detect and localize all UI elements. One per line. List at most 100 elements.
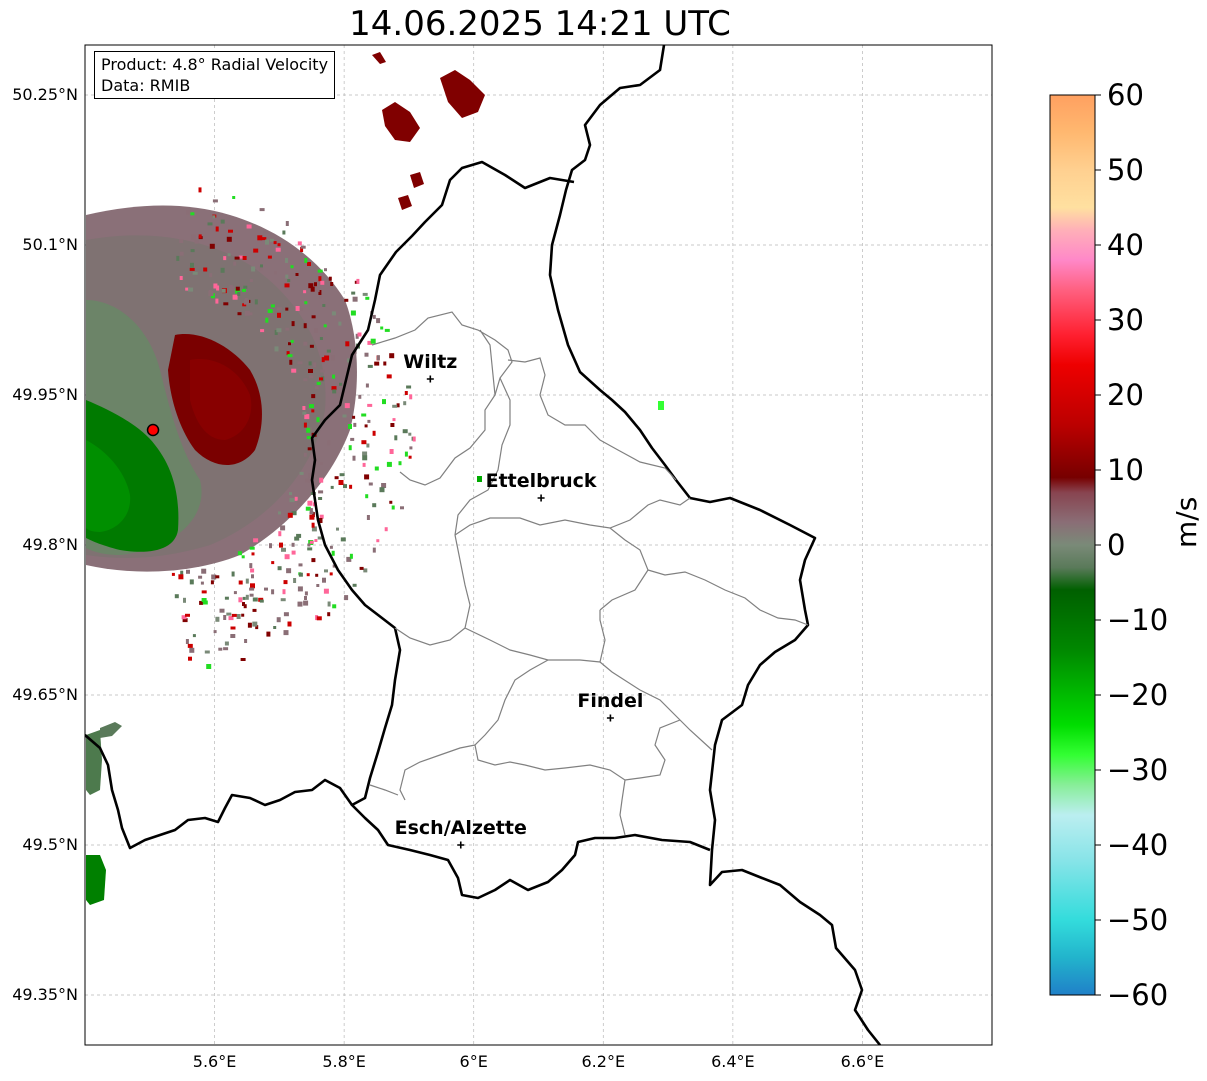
echo-speckle bbox=[361, 413, 367, 417]
echo-speckle bbox=[311, 512, 315, 518]
echo-speckle bbox=[379, 487, 385, 493]
echo-speckle bbox=[287, 354, 293, 358]
echo-speckle bbox=[366, 443, 370, 448]
echo-cluster-ne-4 bbox=[410, 172, 424, 188]
echo-speckle bbox=[199, 600, 204, 605]
echo-speckle bbox=[228, 616, 234, 621]
echo-speckle bbox=[372, 503, 377, 508]
echo-speckle bbox=[285, 274, 289, 279]
echo-speckle bbox=[311, 522, 315, 528]
echo-speckle bbox=[208, 291, 214, 296]
echo-speckle bbox=[320, 369, 326, 373]
echo-speckle bbox=[307, 543, 311, 547]
echo-speckle bbox=[270, 304, 275, 308]
echo-speckle bbox=[303, 452, 307, 457]
echo-speckle bbox=[344, 403, 350, 409]
echo-speckle bbox=[229, 284, 233, 288]
echo-speckle bbox=[288, 342, 291, 346]
echo-speckle bbox=[372, 547, 376, 553]
echo-speckle bbox=[269, 543, 272, 549]
echo-speckle bbox=[200, 581, 204, 585]
echo-speckle bbox=[376, 539, 380, 543]
echo-speckle bbox=[249, 593, 254, 597]
echo-speckle bbox=[215, 226, 219, 232]
echo-speckle bbox=[304, 591, 308, 596]
echo-speckle bbox=[189, 579, 194, 585]
echo-speckle bbox=[259, 208, 265, 212]
echo-speckle bbox=[251, 574, 254, 579]
echo-speckle bbox=[323, 588, 329, 594]
colorbar-tick-label: 10 bbox=[1107, 453, 1144, 487]
echo-speckle bbox=[382, 399, 386, 405]
echo-speckle bbox=[311, 526, 317, 532]
echo-sw-3 bbox=[100, 722, 122, 738]
echo-speckle bbox=[282, 589, 286, 595]
echo-speckle bbox=[309, 375, 314, 379]
echo-speckle bbox=[307, 479, 311, 483]
echo-speckle bbox=[376, 318, 381, 324]
echo-speckle bbox=[320, 280, 325, 285]
echo-speckle bbox=[317, 269, 323, 273]
echo-speckle bbox=[289, 492, 292, 496]
echo-cluster-ne-3 bbox=[372, 52, 386, 64]
echo-speckle bbox=[332, 389, 337, 394]
echo-speckle bbox=[249, 546, 255, 550]
echo-speckle bbox=[277, 566, 282, 571]
echo-speckle bbox=[365, 494, 369, 499]
echo-speckle bbox=[181, 615, 187, 620]
echo-speckle bbox=[338, 480, 344, 485]
echo-speckle bbox=[235, 288, 241, 294]
echo-speckle bbox=[291, 321, 295, 327]
echo-speckle bbox=[374, 466, 379, 471]
echo-speckle bbox=[284, 283, 290, 288]
echo-speckle bbox=[318, 518, 323, 523]
echo-speckle bbox=[277, 243, 281, 247]
echo-speckle bbox=[364, 424, 368, 428]
echo-speckle bbox=[210, 580, 214, 585]
echo-speckle bbox=[244, 298, 248, 301]
echo-speckle bbox=[332, 374, 336, 379]
echo-speckle bbox=[287, 512, 293, 518]
echo-speckle bbox=[271, 589, 275, 595]
echo-speckle bbox=[189, 647, 195, 653]
echo-speckle bbox=[283, 630, 289, 636]
echo-speckle bbox=[266, 631, 271, 637]
echo-speckle bbox=[223, 615, 227, 620]
echo-speckle bbox=[185, 210, 191, 215]
echo-speckle bbox=[229, 286, 235, 291]
echo-speckle bbox=[364, 352, 369, 357]
lat-tick-label: 50.25°N bbox=[12, 85, 78, 104]
echo-speckle bbox=[394, 435, 398, 441]
echo-speckle bbox=[260, 264, 263, 268]
echo-speckle bbox=[400, 506, 404, 510]
echo-speckle bbox=[353, 422, 357, 427]
echo-speckle bbox=[367, 419, 371, 423]
colorbar-tick-label: 0 bbox=[1107, 528, 1126, 562]
echo-speckle bbox=[204, 650, 210, 654]
echo-speckle bbox=[252, 621, 258, 627]
echo-speckle bbox=[402, 429, 408, 434]
echo-speckle bbox=[384, 527, 388, 532]
echo-speckle bbox=[201, 568, 207, 574]
echo-speckle bbox=[190, 234, 196, 240]
echo-speckle bbox=[298, 563, 303, 567]
echo-speckle bbox=[261, 237, 267, 241]
echo-sw-2 bbox=[86, 855, 106, 905]
echo-speckle bbox=[357, 332, 362, 337]
echo-speckle bbox=[244, 299, 249, 305]
echo-speckle bbox=[223, 647, 229, 651]
echo-speckle bbox=[211, 574, 217, 580]
echo-speckle bbox=[327, 601, 331, 607]
echo-speckle bbox=[234, 256, 240, 260]
echo-speckle bbox=[224, 641, 229, 646]
echo-speckle bbox=[310, 286, 315, 292]
echo-speckle bbox=[251, 552, 255, 556]
echo-speckle bbox=[243, 285, 248, 289]
echo-speckle bbox=[409, 394, 413, 400]
echo-speckle bbox=[190, 262, 194, 268]
colorbar bbox=[1049, 94, 1096, 996]
echo-speckle bbox=[171, 572, 175, 576]
city-marker bbox=[457, 841, 465, 849]
echo-speckle bbox=[351, 291, 356, 295]
